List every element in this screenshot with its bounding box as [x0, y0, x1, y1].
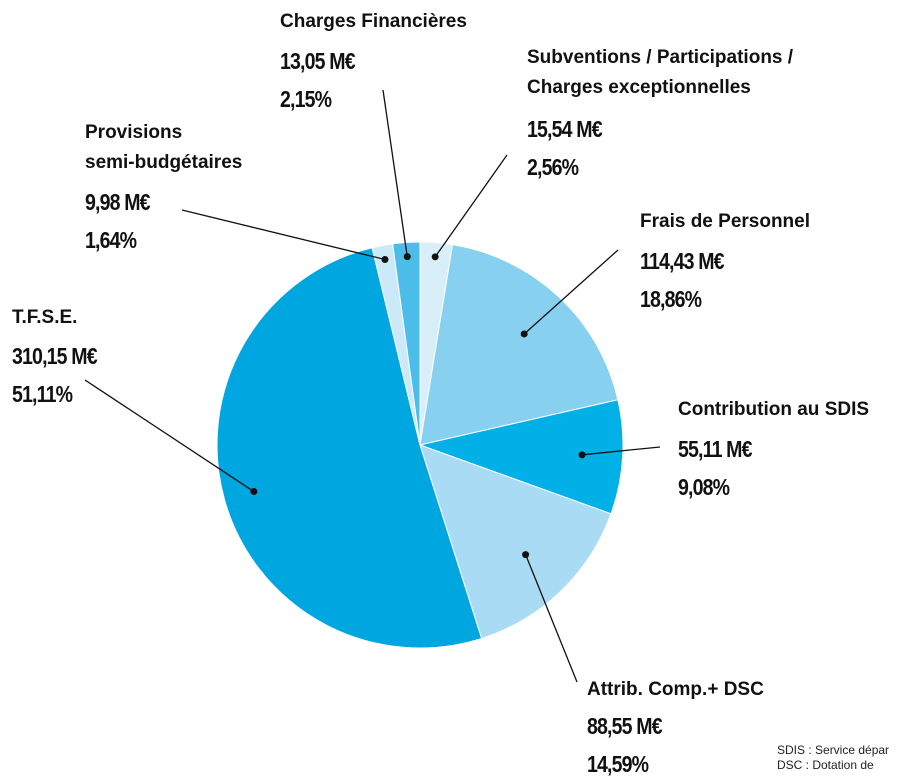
percent-label: 14,59%	[587, 751, 649, 777]
slice-name: Charges Financières	[280, 11, 467, 32]
percent-label: 2,15%	[280, 86, 332, 112]
leader-dot	[381, 255, 389, 263]
page: {"chart_data": {"type": "pie", "categori…	[12, 11, 890, 777]
leader-line	[181, 209, 386, 261]
leader-dot	[250, 488, 258, 496]
percent-label: 9,08%	[678, 474, 730, 500]
leader-dot	[578, 451, 586, 459]
leader-line	[382, 89, 408, 257]
slice-name: Subventions / Participations / Charges e…	[527, 47, 794, 98]
slice-name: Attrib. Comp.+ DSC	[587, 679, 764, 700]
percent-label: 51,11%	[12, 381, 73, 407]
leader-line	[84, 379, 255, 493]
leader-line	[582, 446, 661, 456]
amount-label: 13,05 M€	[280, 48, 356, 74]
slice-name: Frais de Personnel	[640, 211, 811, 232]
pie-slice	[216, 247, 483, 649]
leader-line	[523, 249, 619, 335]
pie-slice	[392, 241, 421, 446]
percent-label: 1,64%	[85, 227, 137, 253]
amount-label: 310,15 M€	[12, 343, 98, 369]
amount-label: 88,55 M€	[587, 713, 663, 739]
amount-label: 9,98 M€	[85, 189, 151, 215]
footnote: SDIS : Service dépar	[777, 743, 890, 757]
leader-line	[525, 554, 578, 683]
footnote: DSC : Dotation de	[777, 758, 874, 772]
leader-dot	[522, 551, 530, 559]
percent-label: 2,56%	[527, 154, 579, 180]
slice-name: Contribution au SDIS	[678, 399, 870, 420]
slice-name: T.F.S.E.	[12, 307, 78, 328]
leader-line	[434, 154, 508, 258]
leader-dot	[520, 330, 528, 338]
slice-name: Provisions semi-budgétaires	[85, 122, 243, 173]
amount-label: 55,11 M€	[678, 436, 752, 462]
amount-label: 15,54 M€	[527, 116, 603, 142]
pie-slice	[419, 444, 612, 640]
amount-label: 114,43 M€	[640, 248, 725, 274]
pie-slice	[419, 244, 619, 446]
chart	[84, 89, 661, 683]
leader-dot	[431, 253, 439, 261]
pie-slice	[418, 399, 624, 515]
leader-dot	[403, 253, 411, 261]
percent-label: 18,86%	[640, 286, 702, 312]
